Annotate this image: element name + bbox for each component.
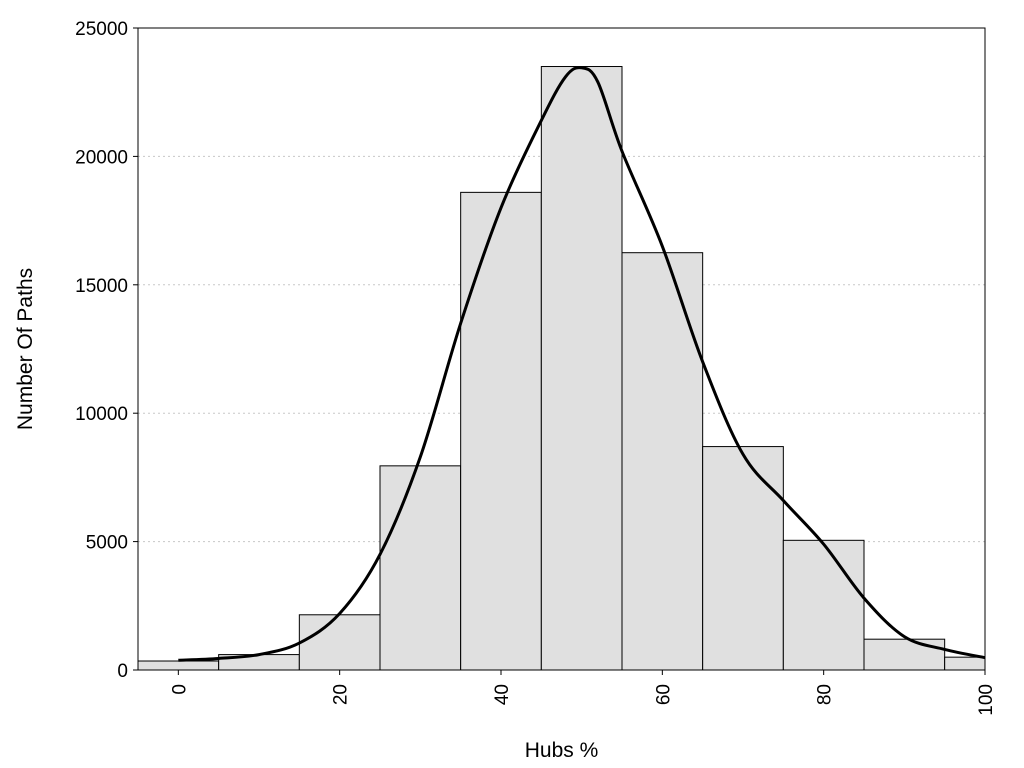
histogram-bar [863, 638, 946, 671]
plot-frame [137, 27, 986, 671]
x-tick-label: 100 [976, 684, 997, 716]
histogram-bar [137, 660, 220, 671]
histogram-bar [621, 252, 704, 671]
y-tick-label: 5000 [86, 533, 128, 554]
density-curve-layer [178, 66, 986, 662]
histogram-bar [298, 614, 381, 671]
histogram-bar [782, 539, 865, 671]
y-tick-label: 25000 [75, 19, 128, 40]
histogram-bar [379, 465, 462, 671]
histogram-bar [944, 656, 986, 671]
x-tick-label: 0 [169, 684, 190, 695]
x-axis-label: Hubs % [525, 739, 599, 762]
x-tick-label: 20 [331, 684, 352, 705]
histogram-bars [137, 66, 986, 671]
histogram-bar [702, 446, 784, 671]
y-tick-label: 20000 [75, 147, 128, 168]
y-axis-ticks: 0 5000 10000 15000 20000 25000 [75, 19, 138, 682]
histogram-bar [540, 66, 623, 671]
x-tick-label: 40 [492, 684, 513, 705]
x-tick-label: 60 [653, 684, 674, 705]
histogram-bar [460, 191, 542, 671]
y-tick-label: 15000 [75, 276, 128, 297]
y-tick-label: 0 [117, 661, 128, 682]
x-tick-label: 80 [815, 684, 836, 705]
y-tick-label: 10000 [75, 404, 128, 425]
density-curve [178, 66, 986, 662]
x-axis-ticks: 0 20 40 60 80 100 [169, 670, 997, 716]
y-axis-label: Number Of Paths [14, 268, 37, 430]
